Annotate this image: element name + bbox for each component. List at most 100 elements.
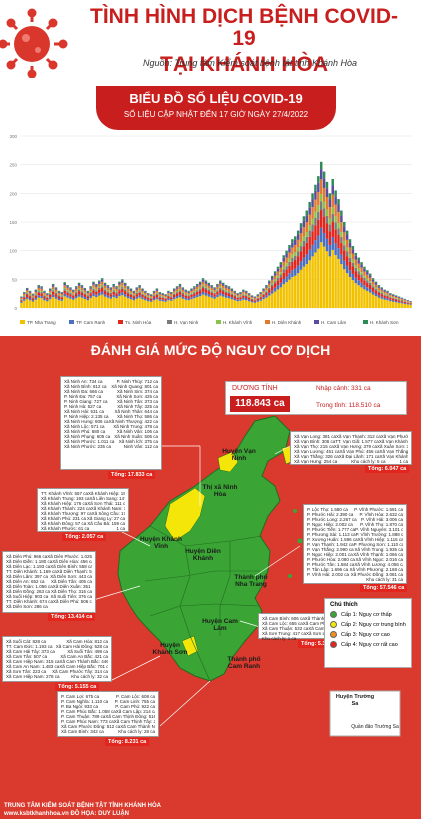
commune-entry: Xã Sông Cầu: 173 ca <box>91 511 125 516</box>
chart-bar-segment <box>155 293 159 295</box>
chart-bar-segment <box>291 270 294 278</box>
district-row: Xã Diên Toàn: 1.056 ca Xã Diên Xuân: 351 … <box>6 584 92 589</box>
chart-bar-segment <box>193 286 196 288</box>
chart-bar-segment <box>25 298 29 308</box>
commune-entry: P. Cam Lộc: 608 ca <box>116 694 155 699</box>
chart-bar-segment <box>20 300 23 302</box>
chart-bar-segment <box>276 285 280 290</box>
chart-bar-segment <box>308 207 311 215</box>
chart-bar-segment <box>262 297 265 300</box>
chart-bar-segment <box>294 259 297 269</box>
label-cam-ranh: Thành phố Cam Ranh <box>227 656 261 670</box>
chart-bar-segment <box>383 294 386 296</box>
chart-bar-segment <box>49 292 52 294</box>
chart-bar-segment <box>334 243 337 256</box>
chart-bar-segment <box>371 286 375 289</box>
chart-bar-segment <box>147 301 150 308</box>
chart-bar-segment <box>314 190 317 200</box>
chart-bar-segment <box>63 293 66 297</box>
chart-bar-segment <box>389 298 392 300</box>
commune-entry: Khu cách ly: 31 ca <box>366 577 403 582</box>
chart-bar-segment <box>51 297 55 308</box>
chart-bar-segment <box>34 289 38 291</box>
chart-bar-segment <box>103 291 107 295</box>
district-row: P. Vạn Thắng: 2.990 ca Xã Vĩnh Trung: 1.9… <box>307 547 403 552</box>
chart-bar-segment <box>213 298 216 308</box>
chart-bar-segment <box>138 295 141 298</box>
district-row: Xã Cam Hiệp Nam: 315 ca Xã Cam Thành Bắc:… <box>6 659 108 664</box>
chart-bar-segment <box>288 273 291 280</box>
commune-entry: P. Ninh Hà: 527 ca <box>64 404 102 409</box>
chart-bar-segment <box>54 298 58 308</box>
chart-bar-segment <box>158 291 162 293</box>
khanh-hoa-map <box>69 415 401 737</box>
chart-bar-segment <box>331 207 334 214</box>
chart-bar-segment <box>308 214 311 226</box>
chart-bar-segment <box>343 245 346 251</box>
chart-bar-segment <box>288 279 291 308</box>
chart-bar-segment <box>345 251 349 257</box>
chart-bar-segment <box>86 300 89 308</box>
chart-bar-segment <box>245 300 248 308</box>
chart-bar-segment <box>37 287 40 291</box>
chart-bar-segment <box>245 298 248 301</box>
chart-bar-segment <box>103 288 107 290</box>
chart-bar-segment <box>161 301 164 308</box>
chart-bar-segment <box>380 288 383 290</box>
district-row: Xã Ninh Phước: 235 ca Ninh Vân: 112 ca <box>64 444 158 449</box>
y-tick-label: 200 <box>9 191 17 196</box>
chart-bar-segment <box>247 297 251 299</box>
chart-bar-segment <box>296 251 300 257</box>
chart-bar-segment <box>279 282 283 288</box>
district-row: P. Ngọc Hiệp: 2.002 ca P. Vĩnh Thọ: 1.870… <box>307 522 403 527</box>
chart-bar-segment <box>311 224 314 232</box>
title-line-2: TẠI KHÁNH HÒA <box>160 53 328 76</box>
chart-bar-segment <box>227 288 231 292</box>
chart-bar-segment <box>147 293 150 295</box>
chart-bar-segment <box>74 292 78 294</box>
chart-bar-segment <box>245 291 248 293</box>
commune-entry: Xã Khánh Trung: 193 ca <box>41 496 90 501</box>
commune-entry: P. Vạn Thạnh: 1.942 ca <box>307 542 354 547</box>
chart-bar-segment <box>256 300 260 302</box>
chart-bar-segment <box>170 291 173 293</box>
chart-bar-segment <box>109 298 113 308</box>
district-row: Xã Diên Phú: 966 ca Xã Diên Phước: 1.025 … <box>6 554 92 559</box>
chart-bar-segment <box>308 260 311 308</box>
commune-entry: P. Cam Lợi: 675 ca <box>61 694 100 699</box>
commune-entry: Xã Khánh Thành: 224 ca <box>41 506 91 511</box>
chart-bar-segment <box>265 297 268 308</box>
district-row: Xã Diên Lâm: 397 ca Xã Diên Sơn: 443 ca <box>6 574 92 579</box>
district-row: Xã Ninh Đa: 666 ca Xã Ninh Sim: 374 ca <box>64 389 158 394</box>
chart-bar-segment <box>224 287 228 291</box>
district-row: Xã Ninh Lộc: 571 ca Xã Ninh Trung: 478 ca <box>64 424 158 429</box>
district-row: Xã Diên Lạc: 1.193 ca Xã Diên Bình: 558 c… <box>6 564 92 569</box>
chart-bar-segment <box>80 295 84 298</box>
chart-bar-segment <box>406 304 409 308</box>
commune-entry: Xã Phước Đồng: 3.081 ca <box>350 572 403 577</box>
chart-bar-segment <box>25 290 29 293</box>
commune-entry: Xã Ninh Thân: 644 ca <box>114 409 158 414</box>
commune-entry: Xã Khánh Thượng: 97 ca <box>41 511 92 516</box>
commune-entry: Xã Diên Hòa: 456 ca <box>52 559 92 564</box>
chart-bar-segment <box>66 287 69 291</box>
chart-bar-segment <box>178 294 182 298</box>
chart-bar-segment <box>239 292 242 294</box>
commune-entry: Xã Vạn Long: 381 ca <box>294 434 337 439</box>
chart-bar-segment <box>221 284 225 286</box>
chart-bar-segment <box>77 285 81 289</box>
chart-bar-segment <box>141 288 144 290</box>
chart-bar-segment <box>201 278 205 280</box>
chart-bar-segment <box>129 290 133 293</box>
chart-bar-segment <box>273 283 277 288</box>
district-row: Khu cách ly: 31 ca <box>307 577 403 582</box>
chart-bar-segment <box>20 301 23 303</box>
commune-entry: Xã Vạn Bình: 306 ca <box>294 439 336 444</box>
chart-bar-segment <box>95 290 98 292</box>
chart-bar-segment <box>360 277 363 283</box>
legend-label: H. Khánh Vĩnh <box>223 320 253 325</box>
chart-bar-segment <box>216 283 219 286</box>
chart-bar-segment <box>357 263 360 269</box>
chart-bar-segment <box>103 296 107 308</box>
chart-bar-segment <box>343 250 346 261</box>
